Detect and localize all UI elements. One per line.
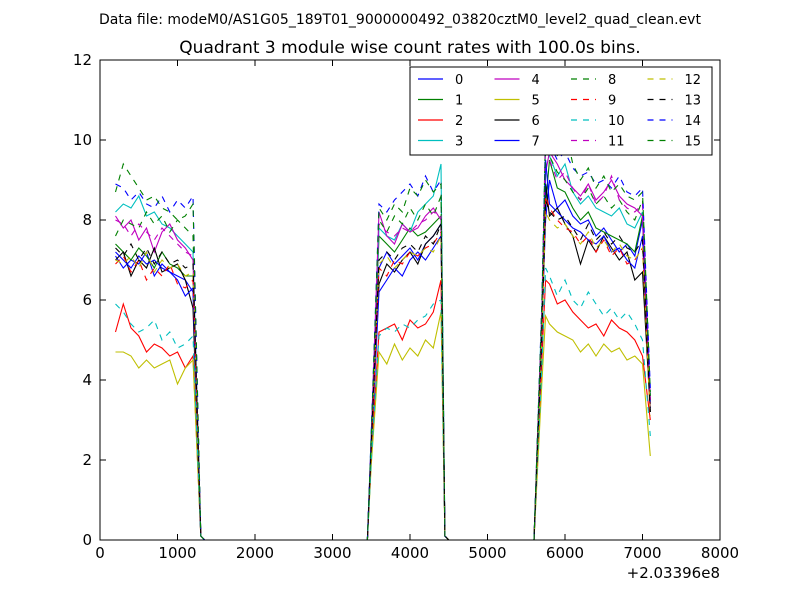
- plot-area: 0 1000 2000 3000 4000 5000 6000 7000 80000246810…: [73, 51, 739, 562]
- x-tick-label: 1000: [158, 544, 196, 562]
- y-tick-label: 8: [82, 211, 92, 229]
- series-line-7: [115, 159, 651, 540]
- x-tick-label: 0: [95, 544, 105, 562]
- legend-label-11: 11: [608, 135, 625, 150]
- y-tick-label: 6: [82, 291, 92, 309]
- legend-label-2: 2: [455, 114, 463, 129]
- series-line-14: [115, 131, 651, 540]
- x-tick-label: 7000: [623, 544, 661, 562]
- legend-label-14: 14: [685, 114, 702, 129]
- legend-label-10: 10: [608, 114, 625, 129]
- series-line-5: [115, 311, 651, 540]
- series-line-15: [114, 119, 651, 540]
- y-tick-label: 12: [73, 51, 92, 69]
- series-line-1: [115, 159, 651, 540]
- series-line-13: [115, 199, 651, 540]
- series-line-11: [115, 135, 651, 540]
- y-tick-label: 0: [82, 531, 92, 549]
- x-offset-label: +2.03396e8: [627, 564, 720, 582]
- y-tick-label: 2: [82, 451, 92, 469]
- series-line-9: [115, 195, 651, 540]
- legend-label-3: 3: [455, 135, 463, 150]
- series-line-10: [115, 267, 651, 540]
- series-line-3: [115, 143, 651, 540]
- x-tick-label: 6000: [546, 544, 584, 562]
- legend-label-9: 9: [608, 94, 616, 109]
- y-tick-label: 4: [82, 371, 92, 389]
- chart-suptitle: Data file: modeM0/AS1G05_189T01_90000004…: [99, 12, 701, 28]
- x-tick-label: 5000: [468, 544, 506, 562]
- legend-label-12: 12: [685, 73, 702, 88]
- series-line-12: [115, 211, 651, 540]
- legend-label-4: 4: [532, 73, 540, 88]
- legend-label-0: 0: [455, 73, 463, 88]
- legend-label-7: 7: [532, 135, 540, 150]
- series-line-6: [115, 183, 651, 540]
- legend-label-1: 1: [455, 94, 463, 109]
- legend-label-15: 15: [685, 135, 702, 150]
- x-tick-label: 2000: [236, 544, 274, 562]
- legend-label-5: 5: [532, 94, 540, 109]
- x-tick-label: 8000: [701, 544, 739, 562]
- series-lines: [114, 119, 651, 540]
- chart-title: Quadrant 3 module wise count rates with …: [179, 38, 640, 58]
- x-tick-label: 4000: [391, 544, 429, 562]
- series-line-2: [114, 278, 651, 540]
- y-tick-label: 10: [73, 131, 92, 149]
- series-line-8: [115, 123, 651, 540]
- x-tick-label: 3000: [313, 544, 351, 562]
- legend-label-6: 6: [532, 114, 540, 129]
- legend-label-13: 13: [685, 94, 702, 109]
- legend-label-8: 8: [608, 73, 616, 88]
